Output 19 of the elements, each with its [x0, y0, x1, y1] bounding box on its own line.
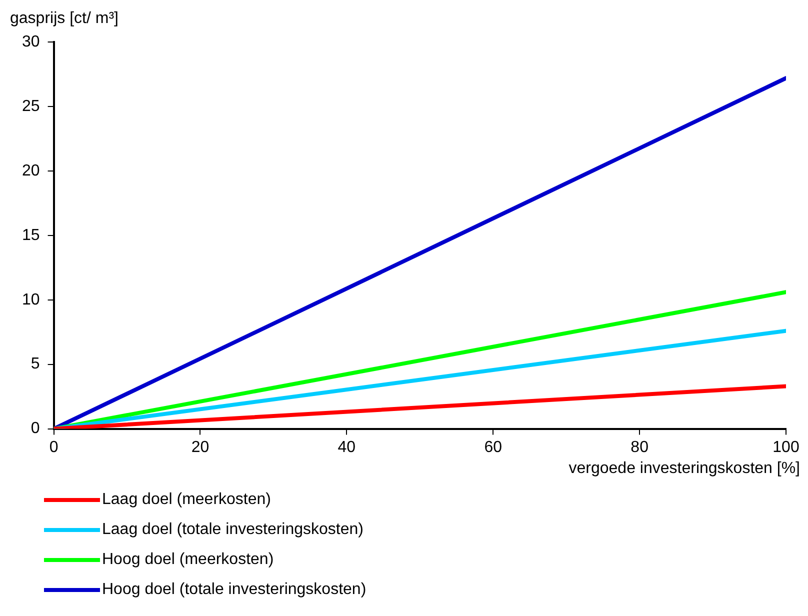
y-axis-title: gasprijs [ct/ m³]: [10, 10, 118, 28]
x-tick-label: 80: [630, 438, 649, 456]
x-tick-label: 60: [484, 438, 502, 456]
x-axis-title: vergoede investeringskosten [%]: [568, 460, 800, 478]
legend-label: Laag doel (totale investeringskosten): [102, 521, 364, 539]
y-tick-label: 5: [30, 356, 40, 373]
y-tick-label: 15: [22, 226, 40, 244]
x-tick-label: 100: [772, 438, 800, 456]
x-tick-label: 20: [191, 438, 210, 456]
x-tick-label: 0: [49, 438, 58, 456]
legend-label: Hoog doel (totale investeringskosten): [102, 581, 366, 599]
y-tick-label: 0: [30, 420, 40, 438]
y-tick-label: 25: [22, 98, 40, 115]
legend-label: Laag doel (meerkosten): [102, 491, 271, 509]
legend-label: Hoog doel (meerkosten): [102, 551, 274, 569]
y-tick-label: 20: [22, 162, 40, 180]
y-tick-label: 30: [22, 33, 40, 50]
y-tick-label: 10: [22, 291, 40, 308]
x-tick-label: 40: [338, 438, 356, 456]
